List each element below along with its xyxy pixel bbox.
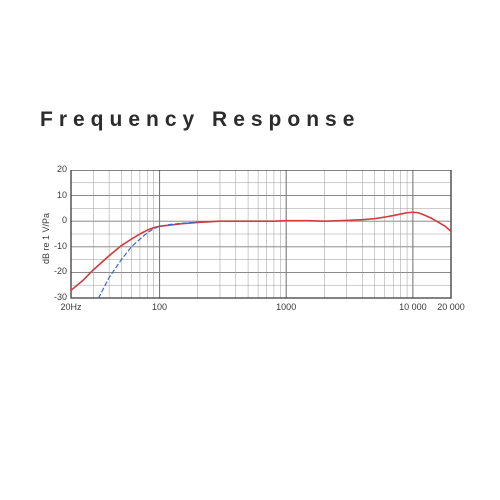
chart-plot-area: [35, 170, 457, 322]
chart-title: Frequency Response: [40, 108, 360, 132]
y-tick: 0: [43, 215, 67, 225]
x-tick: 20 000: [437, 302, 465, 312]
frequency-response-chart: dB re 1 V/Pa -30-20-100102020Hz100100010…: [35, 170, 457, 322]
y-tick: -20: [43, 266, 67, 276]
x-tick: 20Hz: [60, 302, 81, 312]
x-tick: 100: [152, 302, 167, 312]
y-tick: -10: [43, 241, 67, 251]
y-tick: 20: [43, 164, 67, 174]
x-tick: 10 000: [399, 302, 427, 312]
y-tick: 10: [43, 190, 67, 200]
x-tick: 1000: [276, 302, 296, 312]
y-tick: -30: [43, 292, 67, 302]
